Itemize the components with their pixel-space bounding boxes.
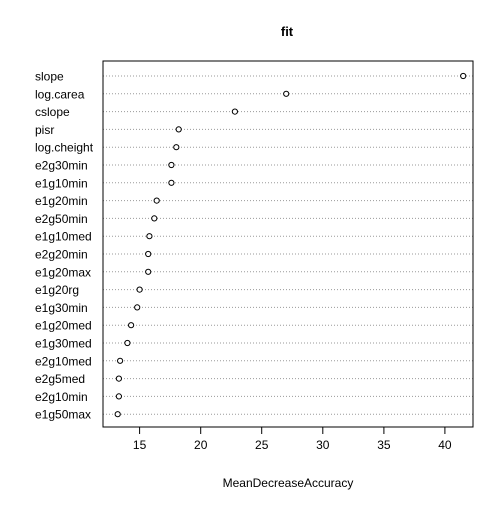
category-label: e2g20min [35,248,88,262]
category-label: e1g20min [35,194,88,208]
data-point-e2g50min [151,215,158,222]
category-label: e1g30med [35,337,92,351]
data-point-slope [460,72,467,80]
data-point-e2g30min [168,161,175,169]
data-point-e1g20min [153,197,160,204]
category-label: e2g10med [35,354,92,368]
data-point-e1g20max [145,268,152,275]
x-tick-label: 40 [438,438,452,452]
data-point-e2g10med [117,357,124,364]
x-tick-label: 25 [255,438,269,452]
data-point-e1g20rg [136,286,143,293]
data-point-e2g5med [115,375,123,382]
data-point-e2g10min [115,393,123,400]
data-point-e1g10min [168,179,175,186]
category-label: e1g10med [35,230,92,244]
plot-frame [102,60,474,428]
x-tick-label: 35 [377,438,391,452]
data-point-e1g30med [124,339,131,347]
category-label: e2g10min [35,390,88,404]
category-label: e1g10min [35,176,88,190]
x-axis-label: MeanDecreaseAccuracy [223,476,354,490]
data-point-e1g30min [134,304,141,311]
category-label: e1g50max [35,408,91,422]
category-label: slope [35,70,64,84]
category-label: log.cheight [35,141,94,155]
category-label: e1g30min [35,301,88,315]
x-tick-label: 15 [133,438,147,452]
data-points [114,72,467,418]
category-label: e2g5med [35,372,85,386]
data-point-log-carea [283,90,290,97]
category-label: cslope [35,105,70,119]
category-label: e1g20med [35,319,92,333]
x-axis: 15 20 25 30 35 40 [133,426,452,452]
data-point-pisr [175,126,182,133]
x-tick-label: 20 [194,438,208,452]
data-point-cslope [231,108,238,115]
category-label: e2g50min [35,212,88,226]
category-label: e1g20max [35,265,91,279]
category-label: log.carea [35,87,85,101]
x-tick-label: 30 [316,438,330,452]
category-labels: slope log.carea cslope pisr log.cheight e2g30… [35,70,94,422]
grid-lines [103,75,473,415]
category-label: e2g30min [35,159,88,173]
category-label: pisr [35,123,54,137]
data-point-e1g10med [146,233,153,240]
data-point-log-cheight [173,144,180,151]
chart-title: fit [281,24,294,39]
data-point-e1g50max [114,411,121,418]
data-point-e1g20med [128,322,135,329]
data-point-e2g20min [145,250,152,258]
category-label: e1g20rg [35,283,79,297]
